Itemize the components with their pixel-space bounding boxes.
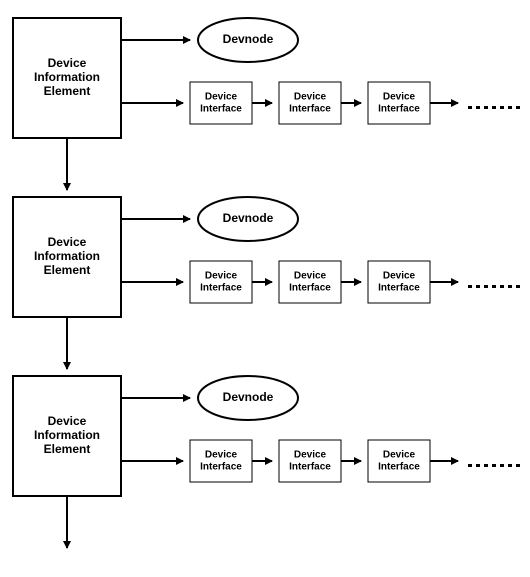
continuation-dots <box>508 285 512 288</box>
device-interface-label: Interface <box>378 283 420 294</box>
device-information-element-label: Device <box>48 56 87 70</box>
continuation-dots <box>500 285 504 288</box>
device-interface-label: Device <box>294 271 327 282</box>
device-information-element-label: Element <box>44 84 91 98</box>
continuation-dots <box>476 464 480 467</box>
continuation-dots <box>476 106 480 109</box>
device-interface-label: Device <box>383 450 416 461</box>
continuation-dots <box>516 106 520 109</box>
device-interface-label: Device <box>383 271 416 282</box>
devnode-label: Devnode <box>223 32 274 46</box>
device-interface-label: Device <box>205 450 238 461</box>
device-interface-label: Device <box>294 92 327 103</box>
device-information-element-label: Element <box>44 442 91 456</box>
continuation-dots <box>516 285 520 288</box>
continuation-dots <box>492 464 496 467</box>
device-info-diagram: DeviceInformationElementDevnodeDeviceInt… <box>0 0 530 577</box>
continuation-dots <box>500 106 504 109</box>
device-information-element-label: Information <box>34 428 100 442</box>
devnode-label: Devnode <box>223 390 274 404</box>
device-interface-label: Device <box>205 271 238 282</box>
device-interface-label: Interface <box>378 462 420 473</box>
continuation-dots <box>484 106 488 109</box>
continuation-dots <box>484 464 488 467</box>
continuation-dots <box>468 464 472 467</box>
devnode-label: Devnode <box>223 211 274 225</box>
device-interface-label: Device <box>383 92 416 103</box>
device-interface-label: Device <box>205 92 238 103</box>
device-interface-label: Interface <box>200 283 242 294</box>
continuation-dots <box>492 285 496 288</box>
continuation-dots <box>508 464 512 467</box>
device-information-element-label: Information <box>34 70 100 84</box>
device-interface-label: Interface <box>378 104 420 115</box>
continuation-dots <box>492 106 496 109</box>
continuation-dots <box>476 285 480 288</box>
device-interface-label: Device <box>294 450 327 461</box>
device-information-element-label: Information <box>34 249 100 263</box>
device-interface-label: Interface <box>200 462 242 473</box>
device-information-element-label: Element <box>44 263 91 277</box>
device-interface-label: Interface <box>289 462 331 473</box>
continuation-dots <box>508 106 512 109</box>
continuation-dots <box>484 285 488 288</box>
continuation-dots <box>516 464 520 467</box>
device-information-element-label: Device <box>48 414 87 428</box>
continuation-dots <box>468 106 472 109</box>
device-interface-label: Interface <box>200 104 242 115</box>
device-interface-label: Interface <box>289 283 331 294</box>
continuation-dots <box>468 285 472 288</box>
continuation-dots <box>500 464 504 467</box>
device-information-element-label: Device <box>48 235 87 249</box>
device-interface-label: Interface <box>289 104 331 115</box>
